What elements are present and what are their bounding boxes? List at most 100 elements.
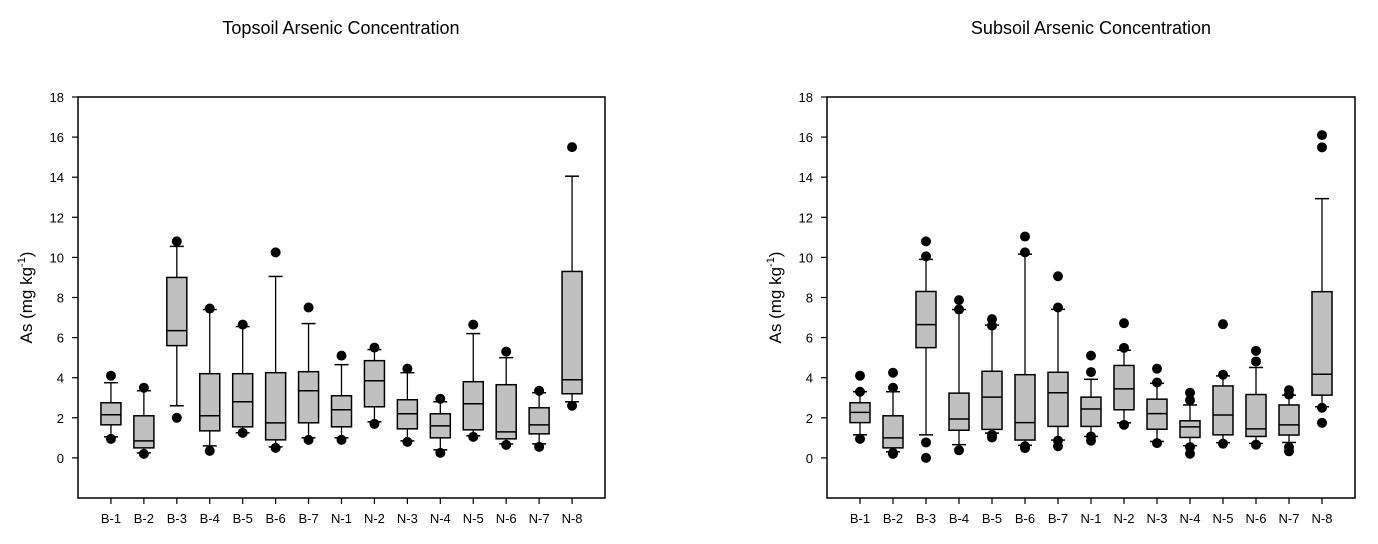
outlier-point (1053, 302, 1063, 313)
y-tick-label: 2 (806, 411, 813, 426)
outlier-point (1152, 363, 1162, 374)
box-N-3 (396, 363, 419, 447)
iqr-box (1113, 364, 1135, 411)
outlier-point (138, 448, 149, 459)
outlier-point (369, 418, 380, 429)
outlier-point (1086, 431, 1096, 442)
outlier-point (1020, 247, 1030, 258)
outlier-point (303, 302, 314, 313)
iqr-box (363, 359, 386, 408)
iqr-box (948, 392, 970, 431)
x-tick-label: N-1 (1081, 511, 1102, 526)
iqr-box (1179, 420, 1201, 439)
y-tick-label: 4 (57, 371, 64, 386)
outlier-point (1152, 377, 1162, 388)
y-tick-label: 14 (799, 170, 813, 185)
box-B-1 (100, 370, 122, 444)
outlier-point (888, 447, 898, 458)
y-tick-label: 6 (806, 331, 813, 346)
iqr-box (495, 383, 517, 440)
iqr-box (1080, 396, 1102, 428)
chart-title: Topsoil Arsenic Concentration (222, 18, 459, 38)
outlier-point (1284, 442, 1294, 453)
outlier-point (954, 445, 964, 456)
iqr-box (1278, 404, 1300, 436)
x-tick-label: B-6 (266, 511, 286, 526)
outlier-point (1053, 271, 1063, 282)
box-N-7 (1278, 385, 1300, 457)
outlier-point (1284, 385, 1294, 396)
box-B-7 (297, 302, 320, 445)
y-tick-label: 18 (799, 90, 813, 105)
outlier-point (921, 437, 931, 448)
outlier-point (1185, 442, 1195, 453)
box-B-5 (981, 314, 1003, 443)
box-B-7 (1047, 271, 1069, 452)
outlier-point (270, 247, 281, 258)
box-N-6 (495, 346, 517, 450)
x-tick-label: B-6 (1015, 511, 1035, 526)
outlier-point (1086, 350, 1096, 361)
outlier-point (1020, 231, 1030, 242)
outlier-point (204, 303, 215, 314)
outlier-point (105, 433, 116, 444)
y-tick-label: 8 (57, 291, 64, 306)
outlier-point (336, 350, 347, 361)
y-tick-label: 10 (799, 250, 813, 265)
x-tick-label: B-7 (298, 511, 318, 526)
y-tick-label: 12 (799, 210, 813, 225)
box-B-2 (882, 367, 904, 459)
iqr-box (297, 370, 320, 424)
box-N-7 (528, 385, 550, 452)
iqr-box (1047, 371, 1069, 428)
outlier-point (171, 236, 182, 247)
boxplot-panel-1: Topsoil Arsenic Concentration As (mg kg-1… (16, 18, 606, 526)
y-axis-label-close: ) (17, 252, 36, 258)
box-B-4 (948, 295, 970, 456)
box-B-3 (166, 236, 188, 423)
chart-title: Subsoil Arsenic Concentration (971, 18, 1211, 38)
outlier-point (888, 382, 898, 393)
outlier-point (921, 236, 931, 247)
outlier-point (534, 385, 545, 396)
outlier-point (1152, 438, 1162, 449)
outlier-point (1020, 441, 1030, 452)
y-tick-label: 14 (50, 170, 64, 185)
box-B-2 (133, 382, 155, 459)
iqr-box (1245, 393, 1267, 438)
boxplot-panel-2: Subsoil Arsenic Concentration As (mg kg-1… (765, 18, 1356, 526)
x-tick-label: B-2 (134, 511, 154, 526)
outlier-point (435, 447, 446, 458)
outlier-point (921, 452, 931, 463)
y-tick-label: 16 (799, 130, 813, 145)
x-tick-label: B-4 (949, 511, 969, 526)
x-tick-label: B-5 (982, 511, 1002, 526)
x-tick-label: N-3 (397, 511, 418, 526)
x-tick-label: N-4 (1180, 511, 1201, 526)
outlier-point (855, 433, 865, 444)
box-B-6 (1014, 231, 1036, 454)
box-N-4 (1179, 387, 1201, 459)
outlier-point (987, 314, 997, 325)
x-tick-label: B-3 (167, 511, 187, 526)
outlier-point (435, 393, 446, 404)
outlier-point (105, 370, 116, 381)
x-tick-label: N-2 (364, 511, 385, 526)
box-N-1 (1080, 350, 1102, 446)
outlier-point (855, 386, 865, 397)
outlier-point (171, 412, 182, 423)
outlier-point (1185, 387, 1195, 398)
y-tick-label: 10 (50, 250, 64, 265)
outlier-point (501, 346, 512, 357)
y-tick-label: 2 (57, 411, 64, 426)
box-N-5 (1212, 319, 1234, 449)
outlier-point (954, 295, 964, 306)
box-N-2 (363, 342, 386, 429)
outlier-point (1185, 395, 1195, 406)
outlier-point (888, 367, 898, 378)
x-tick-label: B-3 (916, 511, 936, 526)
x-tick-label: B-2 (883, 511, 903, 526)
y-tick-label: 6 (57, 331, 64, 346)
iqr-box (1212, 385, 1234, 436)
box-B-4 (199, 303, 221, 456)
